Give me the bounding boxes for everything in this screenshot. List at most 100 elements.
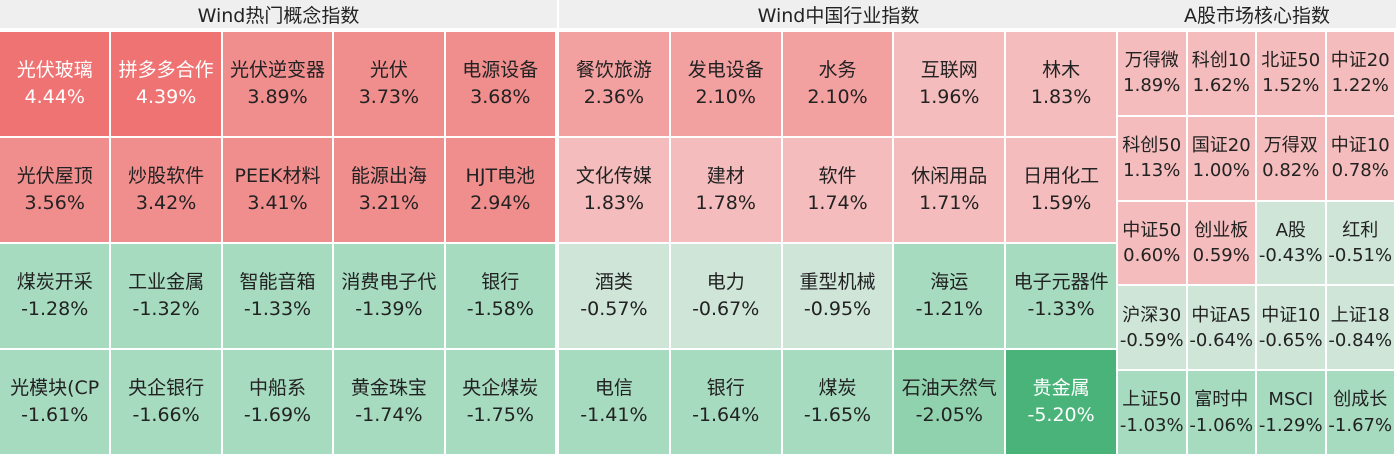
index-name: 林木 <box>1042 59 1081 82</box>
index-change-pct: 1.22% <box>1331 75 1389 97</box>
index-name: 互联网 <box>920 59 978 82</box>
index-tile[interactable]: 煤炭 -1.65% <box>782 350 895 456</box>
index-name: 水务 <box>818 59 857 82</box>
index-tile[interactable]: 中证A5 -0.64% <box>1187 286 1257 372</box>
index-tile[interactable]: 重型机械 -0.95% <box>782 244 895 350</box>
index-tile[interactable]: 创成长 -1.67% <box>1326 371 1396 456</box>
index-tile[interactable]: 黄金珠宝 -1.74% <box>334 350 446 456</box>
index-tile[interactable]: 煤炭开采 -1.28% <box>0 244 112 350</box>
index-name: 沪深30 <box>1122 304 1182 326</box>
index-change-pct: 1.52% <box>1262 75 1320 97</box>
index-tile[interactable]: 海运 -1.21% <box>894 244 1007 350</box>
index-tile[interactable]: 上证18 -0.84% <box>1326 286 1396 372</box>
index-change-pct: 1.74% <box>807 192 868 214</box>
index-tile[interactable]: 中证20 1.22% <box>1326 32 1396 117</box>
index-tile[interactable]: 发电设备 2.10% <box>670 32 783 138</box>
index-name: 休闲用品 <box>911 165 988 188</box>
index-tile[interactable]: 文化传媒 1.83% <box>559 138 671 244</box>
index-change-pct: -1.33% <box>243 298 312 320</box>
index-tile[interactable]: 休闲用品 1.71% <box>894 138 1007 244</box>
index-tile[interactable]: 科创50 1.13% <box>1118 116 1188 202</box>
index-change-pct: 0.60% <box>1123 244 1181 266</box>
index-change-pct: -0.59% <box>1119 329 1184 351</box>
index-tile[interactable]: MSCI -1.29% <box>1257 371 1327 456</box>
index-name: 央企煤炭 <box>462 377 539 400</box>
index-tile[interactable]: 消费电子代 -1.39% <box>334 244 446 350</box>
index-tile[interactable]: 炒股软件 3.42% <box>111 138 223 244</box>
index-tile[interactable]: 沪深30 -0.59% <box>1118 286 1188 372</box>
index-tile[interactable]: 智能音箱 -1.33% <box>222 244 335 350</box>
index-tile[interactable]: 国证20 1.00% <box>1187 116 1257 202</box>
index-tile[interactable]: A股 -0.43% <box>1257 201 1327 287</box>
index-tile[interactable]: 能源出海 3.21% <box>334 138 446 244</box>
index-tile[interactable]: HJT电池 2.94% <box>445 138 557 244</box>
index-tile[interactable]: 贵金属 -5.20% <box>1006 350 1118 456</box>
index-tile[interactable]: 央企煤炭 -1.75% <box>445 350 557 456</box>
index-tile[interactable]: 电子元器件 -1.33% <box>1006 244 1118 350</box>
index-tile[interactable]: 央企银行 -1.66% <box>111 350 223 456</box>
index-tile[interactable]: 电源设备 3.68% <box>445 32 557 138</box>
index-tile[interactable]: 万得双 0.82% <box>1257 116 1327 202</box>
index-change-pct: 0.59% <box>1192 244 1250 266</box>
heatmap-grid: 万得微 1.89% 科创10 1.62% 北证50 1.52% 中证20 1.22% 科创50 1… <box>1118 32 1396 456</box>
index-name: 北证50 <box>1261 50 1321 72</box>
index-name: 电源设备 <box>462 59 539 82</box>
index-change-pct: -0.57% <box>580 298 648 320</box>
index-name: 消费电子代 <box>341 271 437 294</box>
index-tile[interactable]: 工业金属 -1.32% <box>111 244 223 350</box>
index-name: 红利 <box>1342 219 1379 241</box>
index-tile[interactable]: 中证10 -0.65% <box>1257 286 1327 372</box>
index-change-pct: -1.03% <box>1119 414 1184 436</box>
index-tile[interactable]: 光伏 3.73% <box>334 32 446 138</box>
index-tile[interactable]: 北证50 1.52% <box>1257 32 1327 117</box>
index-tile[interactable]: 林木 1.83% <box>1006 32 1118 138</box>
index-tile[interactable]: 餐饮旅游 2.36% <box>559 32 671 138</box>
index-change-pct: -1.65% <box>803 404 872 426</box>
index-tile[interactable]: 红利 -0.51% <box>1326 201 1396 287</box>
index-tile[interactable]: 科创10 1.62% <box>1187 32 1257 117</box>
index-tile[interactable]: 日用化工 1.59% <box>1006 138 1118 244</box>
index-tile[interactable]: 中船系 -1.69% <box>222 350 335 456</box>
index-name: 贵金属 <box>1032 377 1090 400</box>
index-tile[interactable]: 万得微 1.89% <box>1118 32 1188 117</box>
index-tile[interactable]: 光伏玻璃 4.44% <box>0 32 112 138</box>
index-change-pct: 3.73% <box>358 86 420 108</box>
index-name: 银行 <box>706 377 745 400</box>
index-tile[interactable]: 光伏逆变器 3.89% <box>222 32 335 138</box>
index-tile[interactable]: 软件 1.74% <box>782 138 895 244</box>
index-tile[interactable]: 电力 -0.67% <box>670 244 783 350</box>
index-change-pct: -1.28% <box>21 298 89 320</box>
index-tile[interactable]: 中证10 0.78% <box>1326 116 1396 202</box>
index-tile[interactable]: 水务 2.10% <box>782 32 895 138</box>
index-tile[interactable]: 光模块(CP -1.61% <box>0 350 112 456</box>
index-name: 工业金属 <box>128 271 205 294</box>
index-tile[interactable]: 互联网 1.96% <box>894 32 1007 138</box>
index-tile[interactable]: 银行 -1.58% <box>445 244 557 350</box>
index-name: 上证18 <box>1330 304 1390 326</box>
index-tile[interactable]: 创业板 0.59% <box>1187 201 1257 287</box>
index-tile[interactable]: 中证50 0.60% <box>1118 201 1188 287</box>
index-tile[interactable]: 建材 1.78% <box>670 138 783 244</box>
index-change-pct: 3.21% <box>358 192 420 214</box>
index-change-pct: -1.75% <box>466 404 534 426</box>
index-change-pct: -1.41% <box>580 404 648 426</box>
index-name: 日用化工 <box>1023 165 1100 188</box>
index-change-pct: 3.41% <box>247 192 308 214</box>
index-change-pct: 1.78% <box>695 192 756 214</box>
index-change-pct: 0.78% <box>1331 160 1389 182</box>
index-tile[interactable]: PEEK材料 3.41% <box>222 138 335 244</box>
index-name: 中船系 <box>248 377 306 400</box>
heatmap-grid: 光伏玻璃 4.44% 拼多多合作 4.39% 光伏逆变器 3.89% 光伏 3.73% 电源设备… <box>0 32 557 456</box>
index-tile[interactable]: 酒类 -0.57% <box>559 244 671 350</box>
index-tile[interactable]: 石油天然气 -2.05% <box>894 350 1007 456</box>
index-change-pct: -0.64% <box>1189 329 1254 351</box>
heatmap-grid: 餐饮旅游 2.36% 发电设备 2.10% 水务 2.10% 互联网 1.96% 林木 1.83%… <box>559 32 1118 456</box>
index-tile[interactable]: 电信 -1.41% <box>559 350 671 456</box>
index-tile[interactable]: 光伏屋顶 3.56% <box>0 138 112 244</box>
index-tile[interactable]: 银行 -1.64% <box>670 350 783 456</box>
index-name: 餐饮旅游 <box>575 59 652 82</box>
index-tile[interactable]: 富时中 -1.06% <box>1187 371 1257 456</box>
index-tile[interactable]: 拼多多合作 4.39% <box>111 32 223 138</box>
index-change-pct: -0.67% <box>692 298 760 320</box>
index-tile[interactable]: 上证50 -1.03% <box>1118 371 1188 456</box>
